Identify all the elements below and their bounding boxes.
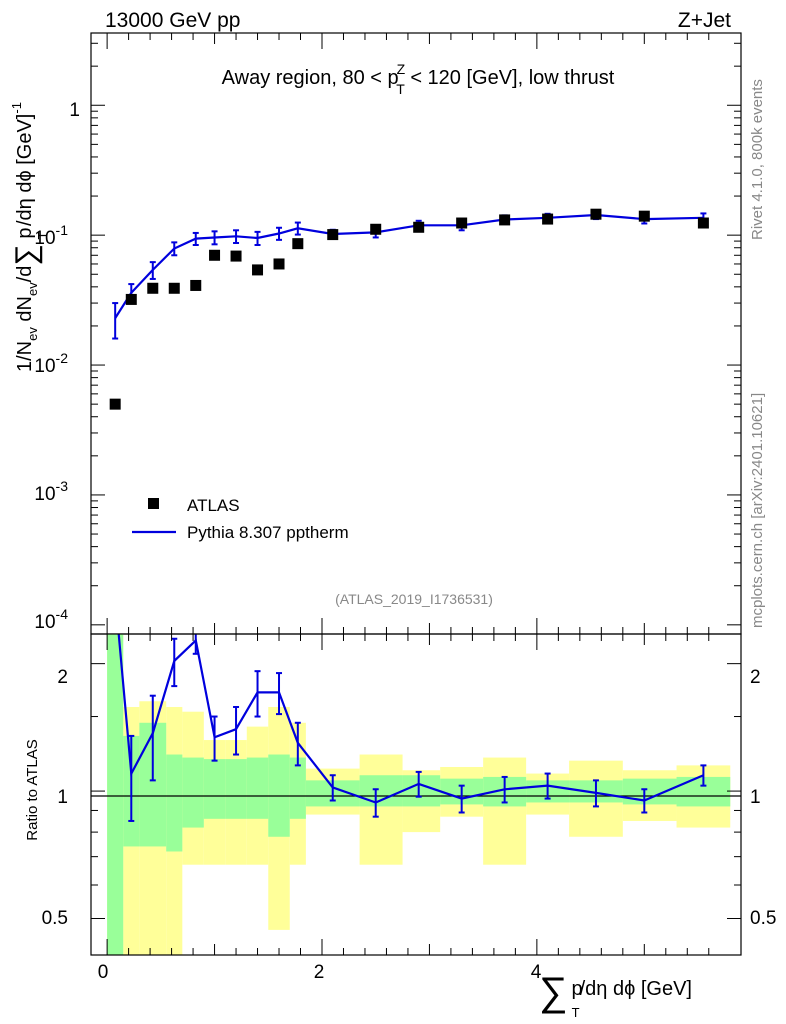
ratio-y-tick-label-right-0.5: 0.5 [750,908,776,929]
band-inner-7 [246,757,269,819]
y-tick-label-1: 1 [69,100,80,121]
ratio-plot-panel: 2 1 0.5 2 1 0.5 Ratio to ATLAS [24,633,776,956]
ratio-mc-layer [117,634,707,822]
legend-data-label: ATLAS [187,496,240,515]
energy-label: 13000 GeV pp [105,9,240,32]
ratio-y-axis-label: Ratio to ATLAS [24,739,41,840]
data-point [273,258,285,270]
main-plot-panel: 10-4 10-3 10-2 10-1 1 Away region, 80 < … [9,32,742,635]
band-inner-5 [203,759,226,819]
side-label-rivet: Rivet 4.1.0, 800k events [749,79,766,240]
band-inner-6 [225,759,247,819]
main-frame [90,32,742,635]
y-tick-label-1e-3: 10-3 [34,478,68,505]
y-tick-label-1e-2: 10-2 [34,350,68,377]
main-axis-ticks [91,33,741,634]
band-inner-4 [182,757,204,828]
y-tick-label-1e-4: 10-4 [34,606,68,633]
main-y-tick-labels: 10-4 10-3 10-2 10-1 1 [34,100,80,633]
data-point [697,217,709,229]
ratio-y-tick-label-right-1: 1 [750,787,761,808]
data-point [590,208,602,220]
plot-title: Away region, 80 < pZ T < 120 [GeV], low t… [222,61,615,97]
ratio-y-tick-label-right-2: 2 [750,667,761,688]
band-inner-17 [622,778,677,805]
x-axis-label: ∑ p T/dη dϕ [GeV] [539,970,692,1020]
data-point [327,229,339,241]
data-point [413,221,425,233]
ratio-y-tick-label-left-0.5: 0.5 [42,908,68,929]
ratio-frame [90,633,742,956]
ratio-uncertainty-bands [107,634,731,955]
main-y-axis-label: 1/Nev dNev/d∑ pT /dη dϕ [GeV]-1 [9,102,50,372]
data-point [109,398,121,410]
data-point [168,282,180,294]
legend-mc-label: Pythia 8.307 pptherm [187,523,349,542]
side-label-mcplots: mcplots.cern.ch [arXiv:2401.10621] [749,393,766,628]
data-point [456,217,468,229]
data-point [147,282,159,294]
band-inner-3 [166,754,183,852]
data-point [499,214,511,226]
y-tick-label-1e-1: 10-1 [34,222,68,249]
data-point [370,223,382,235]
analysis-id: (ATLAS_2019_I1736531) [335,591,493,607]
data-point [638,210,650,222]
data-point [190,279,202,291]
process-label: Z+Jet [678,9,731,32]
band-inner-9 [289,757,306,819]
ratio-y-tick-label-left-2: 2 [57,667,68,688]
ratio-mc-clipped [117,634,707,822]
main-data-layer [109,208,709,410]
data-point [230,250,242,262]
ratio-y-tick-label-left-1: 1 [57,787,68,808]
x-tick-label-2: 2 [314,962,325,983]
data-point [252,264,264,276]
ratio-axis-ticks [91,634,741,955]
band-inner-11 [359,775,403,807]
legend: ATLAS Pythia 8.307 pptherm [132,496,349,542]
data-point [542,213,554,225]
x-tick-label-0: 0 [98,962,109,983]
band-inner-12 [402,775,441,807]
band-outer-14 [483,757,527,865]
x-tick-label-4: 4 [531,962,542,983]
band-outer-11 [359,754,403,865]
data-point [209,249,221,261]
mc-line [114,213,704,319]
legend-data-marker [148,498,159,509]
data-point [125,293,137,305]
data-point [292,238,304,250]
band-inner-0 [107,634,124,955]
